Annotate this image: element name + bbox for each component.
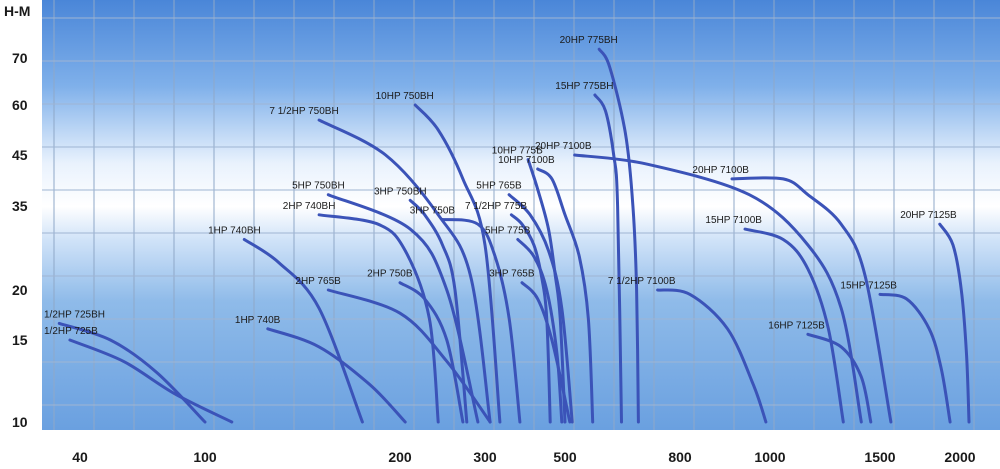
series-curve [743, 227, 845, 424]
series-curve [878, 292, 952, 424]
series-label: 1HP 740B [235, 315, 281, 326]
y-tick-label: 70 [12, 50, 28, 66]
series-curve [516, 238, 564, 424]
y-tick-label: 35 [12, 198, 28, 214]
series-label: 10HP 775B [492, 146, 543, 157]
y-tick-label: 60 [12, 97, 28, 113]
series-curve [536, 167, 595, 424]
y-tick-label: 45 [12, 147, 28, 163]
series-label: 5HP 765B [476, 181, 522, 192]
x-tick-label: 300 [473, 449, 497, 465]
curves-group [57, 47, 971, 424]
x-tick-label: 100 [193, 449, 217, 465]
y-axis-label: H-M [4, 3, 30, 19]
series-curve [398, 281, 465, 424]
x-tick-label: 500 [553, 449, 577, 465]
series-curve [326, 193, 480, 424]
y-tick-label: 15 [12, 332, 28, 348]
curve-labels-group: 1/2HP 725BH 1/2HP 725B 1HP 740BH 1HP 740B 2H… [44, 35, 957, 337]
series-curve [597, 47, 640, 424]
series-label: 2HP 740BH [283, 201, 336, 212]
series-curve [509, 213, 552, 424]
plot-background [42, 0, 1000, 430]
series-curve [68, 338, 234, 424]
series-curve [317, 118, 492, 424]
series-label: 15HP 7125B [840, 280, 897, 291]
series-label: 7 1/2HP 750BH [269, 106, 338, 117]
series-curve [507, 193, 574, 424]
series-curve [413, 103, 502, 424]
series-curve [242, 238, 364, 424]
x-tick-label: 200 [388, 449, 412, 465]
series-curve [730, 176, 893, 424]
series-curve [317, 213, 440, 424]
series-label: 10HP 7100B [498, 155, 555, 166]
series-label: 15HP 775BH [555, 81, 613, 92]
series-label: 2HP 750B [367, 269, 413, 280]
series-label: 1HP 740BH [208, 226, 261, 237]
series-curve [938, 222, 971, 424]
series-label: 7 1/2HP 775B [465, 201, 527, 212]
grid [42, 0, 1000, 430]
series-label: 10HP 750BH [376, 91, 434, 102]
series-label: 7 1/2HP 7100B [608, 276, 676, 287]
series-label: 3HP 765B [489, 269, 535, 280]
series-curve [573, 153, 863, 424]
series-curve [266, 327, 407, 424]
series-label: 5HP 750BH [292, 181, 345, 192]
series-label: 1/2HP 725BH [44, 309, 105, 320]
series-curve [656, 288, 768, 424]
y-tick-label: 20 [12, 282, 28, 298]
series-label: 20HP 7100B [535, 141, 592, 152]
series-label: 3HP 750B [410, 206, 456, 217]
series-label: 2HP 765B [295, 276, 341, 287]
series-label: 20HP 775BH [560, 35, 618, 46]
series-curve [408, 198, 469, 424]
series-label: 3HP 750BH [374, 186, 427, 197]
series-label: 15HP 7100B [705, 215, 762, 226]
series-label: 20HP 7125B [900, 210, 957, 221]
x-tick-label: 40 [72, 449, 88, 465]
series-label: 20HP 7100B [692, 165, 749, 176]
y-tick-label: 10 [12, 414, 28, 430]
x-tick-label: 2000 [944, 449, 975, 465]
series-label: 1/2HP 725B [44, 326, 98, 337]
x-tick-label: 1000 [754, 449, 785, 465]
series-curve [526, 158, 567, 424]
series-label: 16HP 7125B [768, 320, 825, 331]
x-tick-label: 800 [668, 449, 692, 465]
series-curve [593, 93, 623, 424]
series-label: 5HP 775B [485, 226, 531, 237]
series-curve [441, 218, 522, 424]
ticks-group: 40 100 200 300 500 800 1000 1500 2000 10 15 20 35 45 6… [12, 50, 976, 465]
x-tick-label: 1500 [864, 449, 895, 465]
